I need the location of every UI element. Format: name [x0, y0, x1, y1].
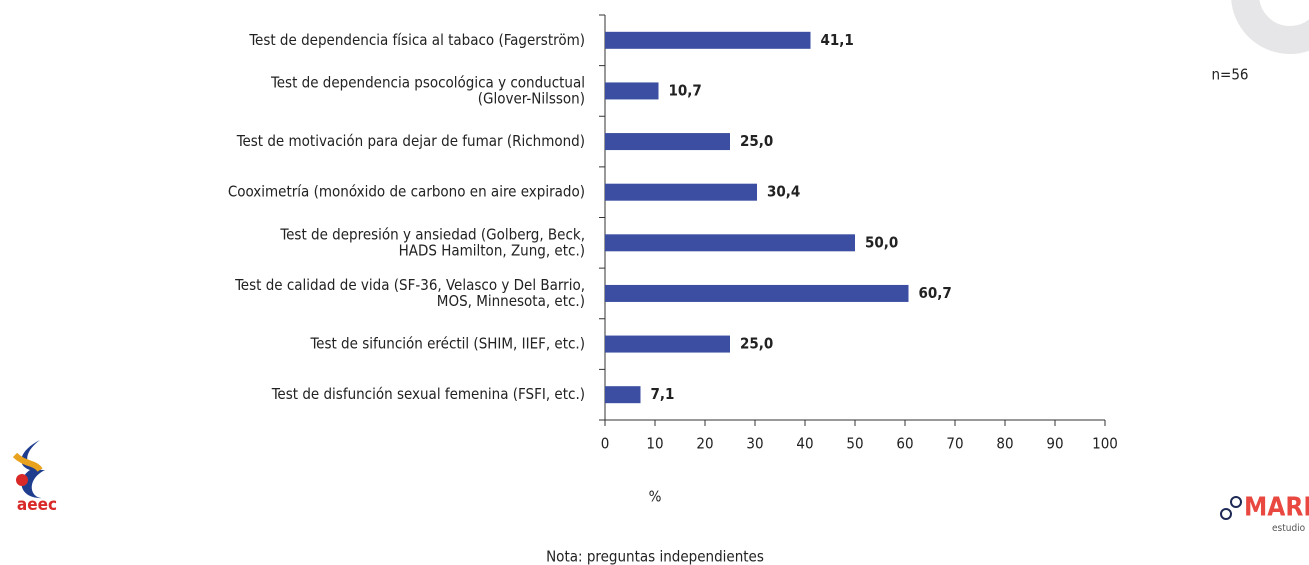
value-label: 10,7	[669, 81, 702, 99]
y-tick-label: Test de calidad de vida (SF-36, Velasco …	[234, 276, 585, 294]
note: Nota: preguntas independientes	[546, 548, 764, 565]
x-tick-label: 70	[946, 435, 963, 453]
decoration	[1231, 0, 1309, 54]
y-tick-label: Cooximetría (monóxido de carbono en aire…	[228, 183, 585, 201]
logo-subtext: estudio	[1272, 523, 1306, 534]
bar	[605, 335, 730, 353]
x-tick-label: 90	[1046, 435, 1063, 453]
x-tick-label: 0	[601, 435, 610, 453]
x-tick-label: 60	[896, 435, 913, 453]
x-tick-label: 20	[696, 435, 713, 453]
value-label: 30,4	[767, 183, 800, 201]
y-tick-label: Test de depresión y ansiedad (Golberg, B…	[279, 225, 585, 243]
logo-text: MAREC	[1244, 493, 1309, 523]
bar	[605, 386, 641, 404]
bar	[605, 234, 855, 252]
bar	[605, 31, 811, 49]
value-label: 7,1	[651, 385, 675, 403]
bar	[605, 82, 659, 100]
x-tick-label: 10	[646, 435, 663, 453]
x-tick-label: 30	[746, 435, 763, 453]
y-tick-label: Test de dependencia psocológica y conduc…	[270, 73, 585, 91]
x-tick-label: 100	[1092, 435, 1118, 453]
y-tick-label: Test de disfunción sexual femenina (FSFI…	[271, 385, 585, 403]
x-axis-label: %	[649, 488, 662, 506]
bar	[605, 284, 909, 302]
value-label: 60,7	[919, 284, 952, 302]
x-tick-label: 50	[846, 435, 863, 453]
y-tick-label: Test de dependencia física al tabaco (Fa…	[248, 31, 585, 49]
y-tick-label: HADS Hamilton, Zung, etc.)	[399, 241, 585, 259]
y-tick-label: (Glover-Nilsson)	[478, 89, 585, 107]
bar	[605, 183, 757, 201]
y-tick-label: Test de sifunción eréctil (SHIM, IIEF, e…	[309, 335, 585, 353]
logo-text: aeec	[17, 495, 57, 515]
value-label: 25,0	[740, 132, 773, 150]
y-tick-label: Test de motivación para dejar de fumar (…	[236, 132, 585, 150]
bar	[605, 133, 730, 151]
logo-left: aeec	[12, 440, 57, 515]
y-tick-label: MOS, Minnesota, etc.)	[437, 292, 585, 310]
x-tick-label: 40	[796, 435, 813, 453]
value-label: 25,0	[740, 335, 773, 353]
value-label: 50,0	[865, 233, 898, 251]
x-tick-label: 80	[996, 435, 1013, 453]
logo-right: MAREC estudio	[1220, 493, 1309, 534]
value-label: 41,1	[821, 31, 854, 49]
annotation: n=56	[1211, 66, 1248, 84]
